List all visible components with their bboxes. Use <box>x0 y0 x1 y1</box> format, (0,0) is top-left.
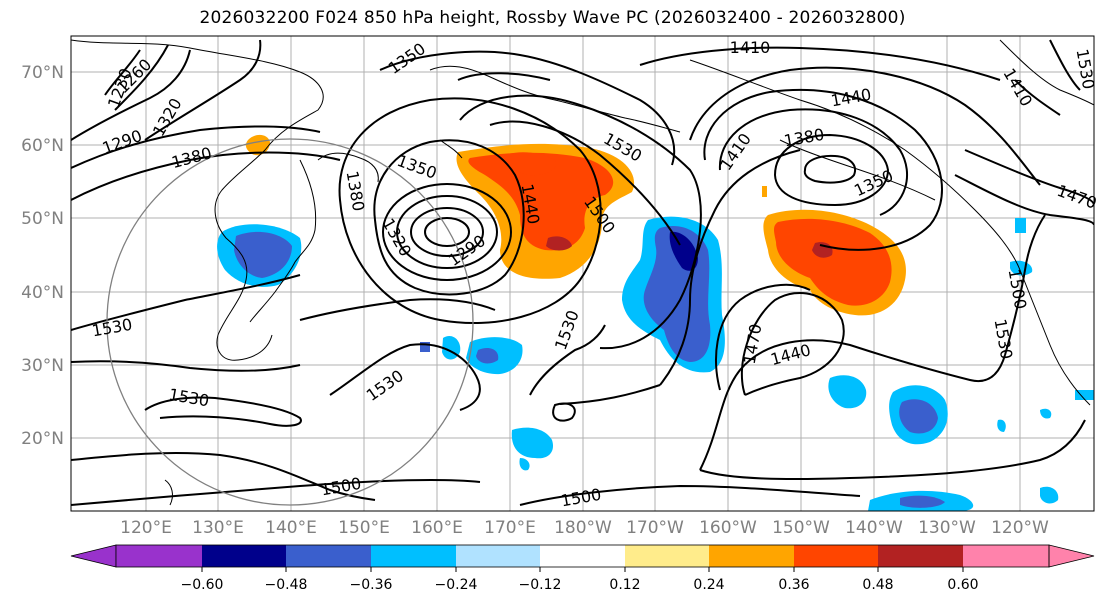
colorbar-segment <box>116 545 202 567</box>
map-content <box>71 36 1094 511</box>
lon-label: 150°E <box>338 518 390 538</box>
range-circle <box>106 138 474 506</box>
colorbar-tick-label: 0.48 <box>862 577 893 593</box>
lon-label: 130°W <box>918 518 976 538</box>
colorbar-extend-min <box>70 544 117 568</box>
colorbar-segment <box>456 545 540 567</box>
colorbar-ticks <box>201 567 964 572</box>
colorbar-tick-label: −0.24 <box>435 577 478 593</box>
lat-label: 60°N <box>21 136 64 156</box>
lon-label: 160°W <box>699 518 757 538</box>
lat-label: 20°N <box>21 429 64 449</box>
map-frame <box>70 35 1095 512</box>
lon-label: 140°E <box>265 518 317 538</box>
colorbar-tick-label: 0.36 <box>778 577 809 593</box>
lat-label: 70°N <box>21 63 64 83</box>
colorbar-tick-label: −0.36 <box>350 577 393 593</box>
colorbar-segment <box>371 545 456 567</box>
latitude-labels: 70°N 60°N 50°N 40°N 30°N 20°N <box>21 63 64 449</box>
colorbar-segment <box>286 545 371 567</box>
colorbar-tick-label: −0.12 <box>519 577 562 593</box>
positive-anomaly-shading <box>245 134 906 316</box>
colorbar-tick-label: 0.24 <box>693 577 724 593</box>
contour-label: 1410 <box>730 38 771 57</box>
colorbar-segment <box>625 545 709 567</box>
colorbar-segment <box>963 545 1049 567</box>
lon-label: 160°E <box>411 518 463 538</box>
gridlines <box>71 36 1094 511</box>
lon-label: 140°W <box>845 518 903 538</box>
lon-label: 150°W <box>772 518 830 538</box>
lon-label: 180°W <box>554 518 612 538</box>
longitude-labels: 120°E 130°E 140°E 150°E 160°E 170°E 180°… <box>120 518 1049 538</box>
negative-anomaly-shading <box>217 216 1094 511</box>
colorbar: −0.60 −0.48 −0.36 −0.24 −0.12 0.12 0.24 … <box>70 544 1095 593</box>
lon-label: 120°E <box>120 518 172 538</box>
lon-label: 130°E <box>192 518 244 538</box>
lat-label: 30°N <box>21 356 64 376</box>
lat-label: 40°N <box>21 283 64 303</box>
height-contours <box>71 39 1094 506</box>
colorbar-tick-label: 0.60 <box>947 577 978 593</box>
lon-label: 120°W <box>991 518 1049 538</box>
colorbar-tick-label: −0.60 <box>181 577 224 593</box>
colorbar-segment <box>878 545 963 567</box>
colorbar-tick-label: 0.12 <box>609 577 640 593</box>
colorbar-segment <box>202 545 286 567</box>
colorbar-segment <box>709 545 794 567</box>
colorbar-extend-max <box>1048 544 1095 568</box>
colorbar-segment <box>540 545 625 567</box>
lon-label: 170°W <box>626 518 684 538</box>
lat-label: 50°N <box>21 209 64 229</box>
coastlines <box>71 39 1094 506</box>
colorbar-tick-label: −0.48 <box>265 577 308 593</box>
colorbar-segment <box>794 545 878 567</box>
map-title: 2026032200 F024 850 hPa height, Rossby W… <box>199 8 906 28</box>
lon-label: 170°E <box>484 518 536 538</box>
